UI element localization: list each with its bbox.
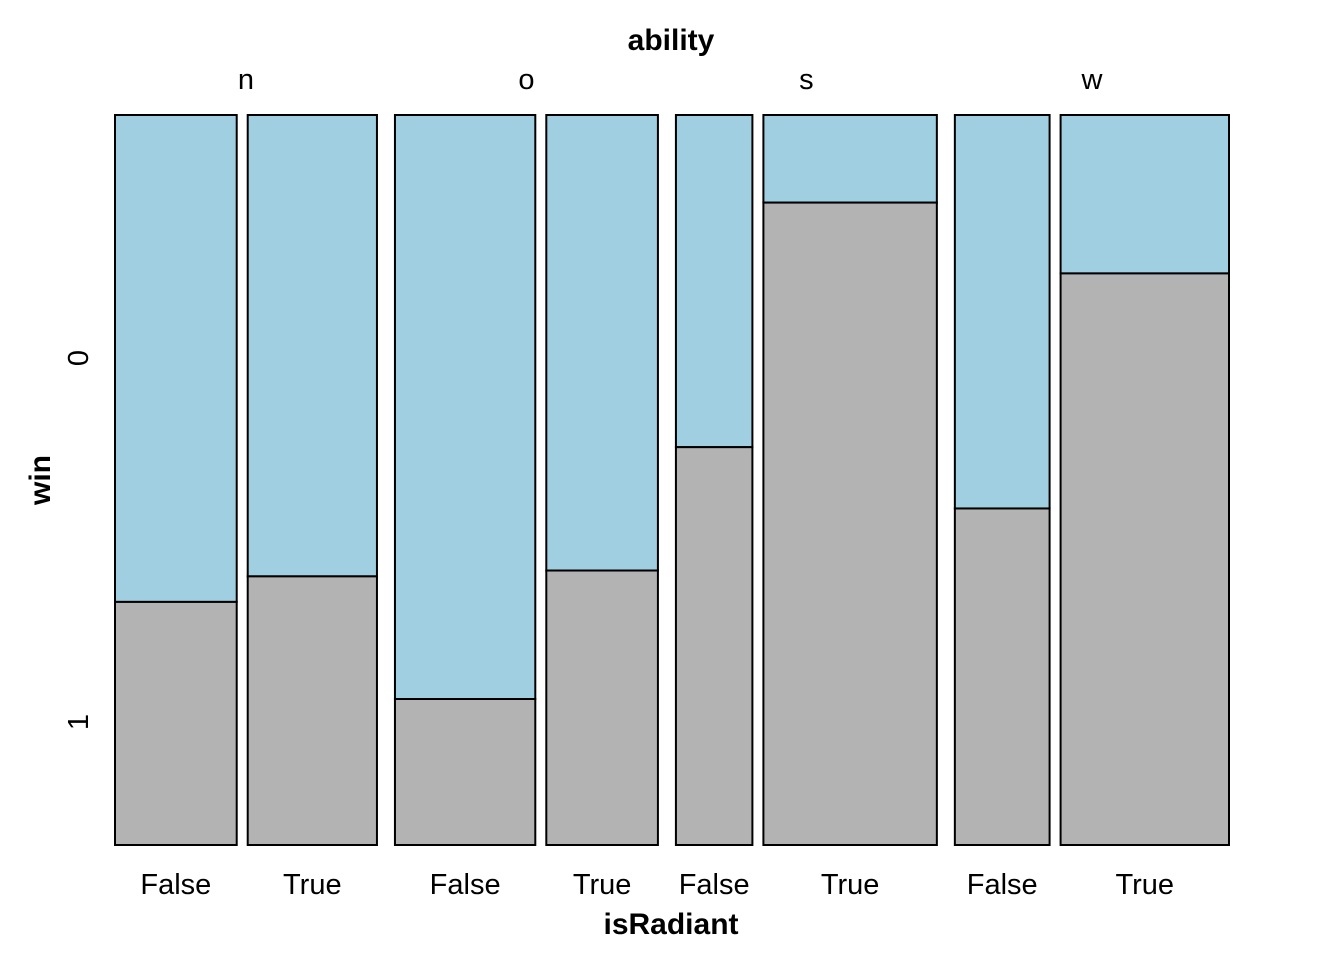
group-label-w: w xyxy=(1080,64,1103,96)
tile-o-true-win-1 xyxy=(545,569,659,847)
tile-n-false-win-0 xyxy=(114,114,238,603)
tile-o-false-win-0 xyxy=(393,114,537,700)
group-label-s: s xyxy=(799,64,814,96)
x-tick-label: True xyxy=(821,869,880,901)
tile-s-true-win-0 xyxy=(762,114,938,204)
x-tick-label: True xyxy=(283,869,342,901)
x-tick-label: False xyxy=(967,869,1038,901)
mosaic-tiles xyxy=(114,114,1231,847)
x-tick-label: False xyxy=(430,869,501,901)
x-axis-title: isRadiant xyxy=(603,908,738,941)
tile-o-true-win-0 xyxy=(545,114,659,572)
x-tick-label: False xyxy=(140,869,211,901)
tile-n-true-win-1 xyxy=(246,575,378,846)
tile-w-true-win-0 xyxy=(1059,114,1231,275)
y-tick-label: 0 xyxy=(63,350,95,366)
tile-o-false-win-1 xyxy=(393,698,537,846)
y-tick-label: 1 xyxy=(63,714,95,730)
tile-w-false-win-0 xyxy=(953,114,1051,510)
tile-w-false-win-1 xyxy=(953,507,1051,846)
y-axis-title: win xyxy=(24,455,57,506)
tile-n-true-win-0 xyxy=(246,114,378,578)
x-tick-label: False xyxy=(679,869,750,901)
tile-n-false-win-1 xyxy=(114,600,238,846)
tile-s-true-win-1 xyxy=(762,201,938,847)
y-tick-labels: 01 xyxy=(63,350,95,730)
tile-w-true-win-1 xyxy=(1059,272,1231,847)
x-tick-label: True xyxy=(1116,869,1175,901)
tile-s-false-win-1 xyxy=(674,446,754,846)
group-label-o: o xyxy=(518,64,534,96)
x-tick-label: True xyxy=(573,869,632,901)
group-label-n: n xyxy=(238,64,254,96)
x-tick-labels: False True False True False True False True xyxy=(140,869,1174,901)
tile-s-false-win-0 xyxy=(674,114,754,449)
top-axis-title: ability xyxy=(628,24,715,57)
